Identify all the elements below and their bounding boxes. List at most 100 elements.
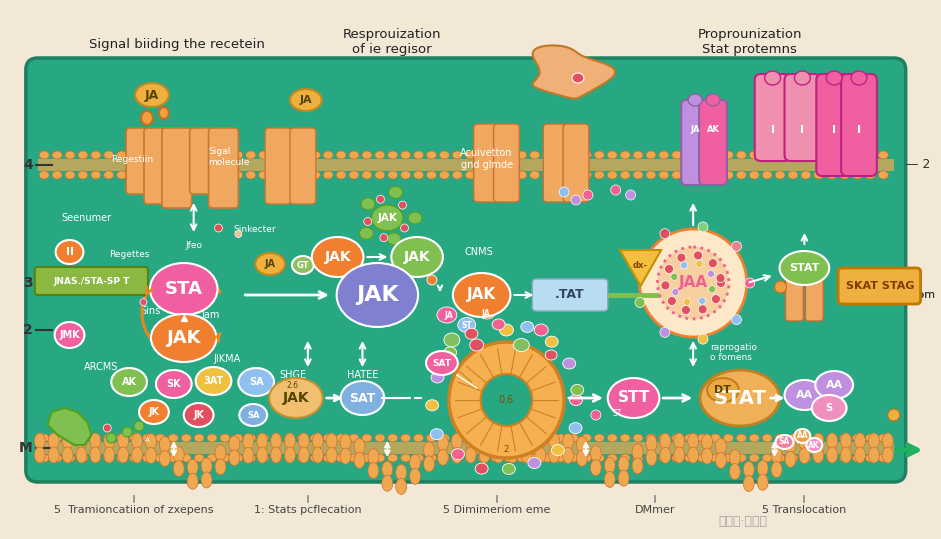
Ellipse shape	[661, 281, 670, 290]
Text: DT: DT	[714, 385, 731, 395]
Ellipse shape	[507, 447, 518, 463]
FancyBboxPatch shape	[126, 128, 148, 194]
Ellipse shape	[869, 433, 879, 449]
Ellipse shape	[779, 251, 829, 285]
Ellipse shape	[607, 454, 617, 462]
Ellipse shape	[839, 434, 850, 442]
Ellipse shape	[475, 463, 488, 474]
Ellipse shape	[62, 433, 73, 449]
Ellipse shape	[232, 151, 243, 159]
Text: 3AT: 3AT	[203, 376, 224, 386]
Ellipse shape	[396, 465, 407, 480]
Ellipse shape	[814, 171, 823, 179]
Ellipse shape	[130, 171, 139, 179]
Ellipse shape	[52, 454, 62, 462]
Ellipse shape	[677, 253, 686, 262]
Ellipse shape	[762, 434, 773, 442]
Ellipse shape	[534, 433, 546, 449]
Ellipse shape	[660, 327, 670, 337]
Ellipse shape	[368, 448, 379, 465]
Ellipse shape	[698, 334, 708, 344]
Ellipse shape	[659, 454, 669, 462]
Ellipse shape	[207, 454, 217, 462]
Ellipse shape	[146, 447, 156, 464]
Ellipse shape	[453, 434, 462, 442]
Ellipse shape	[672, 288, 679, 295]
Ellipse shape	[500, 324, 514, 336]
Ellipse shape	[327, 447, 337, 463]
Ellipse shape	[491, 151, 501, 159]
Text: JAK: JAK	[356, 285, 399, 305]
Ellipse shape	[159, 346, 167, 353]
Ellipse shape	[324, 454, 333, 462]
Text: M: M	[19, 441, 33, 455]
Text: raprogatio
o fomens: raprogatio o fomens	[710, 343, 758, 362]
FancyBboxPatch shape	[786, 269, 804, 321]
Ellipse shape	[90, 447, 101, 463]
Text: JAK: JAK	[167, 329, 201, 347]
Ellipse shape	[155, 171, 166, 179]
Ellipse shape	[869, 447, 879, 463]
Ellipse shape	[132, 447, 142, 463]
Ellipse shape	[297, 434, 308, 442]
Ellipse shape	[372, 205, 403, 231]
Ellipse shape	[284, 454, 295, 462]
Ellipse shape	[681, 306, 691, 315]
Ellipse shape	[785, 437, 796, 453]
Ellipse shape	[117, 434, 127, 442]
Ellipse shape	[130, 454, 139, 462]
Text: CNMS: CNMS	[465, 247, 493, 257]
Ellipse shape	[555, 151, 566, 159]
Text: AK: AK	[707, 126, 720, 135]
Ellipse shape	[465, 171, 475, 179]
Ellipse shape	[401, 434, 410, 442]
Ellipse shape	[707, 378, 739, 402]
Ellipse shape	[582, 434, 591, 442]
Ellipse shape	[78, 171, 88, 179]
Ellipse shape	[618, 470, 630, 486]
Ellipse shape	[827, 434, 837, 442]
Ellipse shape	[543, 434, 552, 442]
Ellipse shape	[336, 434, 346, 442]
Text: Jam: Jam	[201, 310, 219, 320]
Ellipse shape	[426, 171, 437, 179]
Ellipse shape	[671, 273, 678, 280]
Ellipse shape	[155, 151, 166, 159]
Ellipse shape	[709, 286, 715, 293]
Ellipse shape	[762, 171, 773, 179]
Ellipse shape	[632, 458, 643, 474]
Ellipse shape	[182, 454, 191, 462]
Ellipse shape	[827, 171, 837, 179]
Text: JK: JK	[149, 407, 159, 417]
Ellipse shape	[646, 434, 656, 442]
Ellipse shape	[698, 305, 707, 314]
Ellipse shape	[493, 433, 504, 449]
Ellipse shape	[555, 171, 566, 179]
Ellipse shape	[577, 450, 587, 466]
Ellipse shape	[155, 454, 166, 462]
FancyBboxPatch shape	[493, 124, 519, 202]
Ellipse shape	[220, 171, 230, 179]
Ellipse shape	[408, 212, 423, 224]
Ellipse shape	[514, 338, 529, 351]
Ellipse shape	[141, 111, 153, 125]
Ellipse shape	[814, 151, 823, 159]
Ellipse shape	[715, 438, 726, 454]
Ellipse shape	[698, 222, 708, 232]
Ellipse shape	[715, 452, 726, 468]
Ellipse shape	[672, 454, 681, 462]
Ellipse shape	[646, 450, 657, 466]
Ellipse shape	[453, 151, 462, 159]
Ellipse shape	[444, 333, 460, 347]
FancyBboxPatch shape	[699, 100, 727, 185]
Ellipse shape	[122, 427, 132, 437]
Ellipse shape	[702, 448, 712, 464]
Ellipse shape	[349, 151, 359, 159]
Text: Signal biiding the recetein: Signal biiding the recetein	[88, 38, 264, 51]
Ellipse shape	[611, 185, 621, 195]
Text: Regettes: Regettes	[109, 250, 150, 259]
Ellipse shape	[504, 434, 514, 442]
Ellipse shape	[478, 171, 488, 179]
Ellipse shape	[595, 171, 604, 179]
Ellipse shape	[156, 370, 192, 398]
